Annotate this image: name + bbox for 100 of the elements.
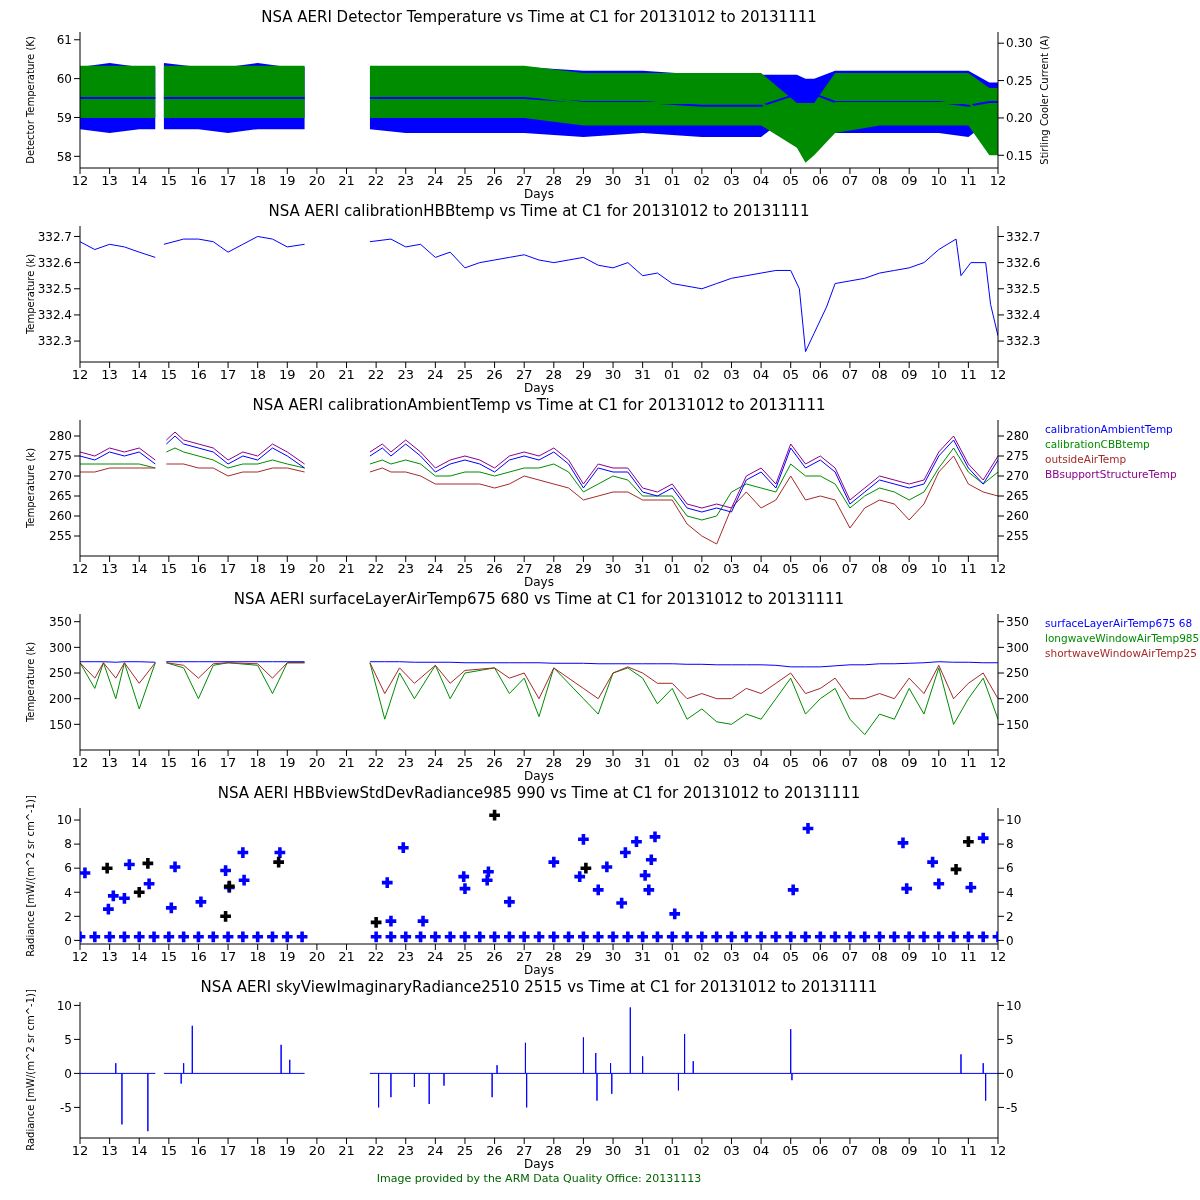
x-tick-label: 23 bbox=[397, 367, 415, 383]
x-tick-label: 22 bbox=[367, 561, 385, 577]
x-tick-label: 30 bbox=[604, 949, 622, 965]
x-tick-label: 13 bbox=[101, 367, 118, 383]
x-tick-label: 31 bbox=[634, 561, 651, 577]
x-tick-label: 07 bbox=[841, 1143, 859, 1159]
x-tick-label: 09 bbox=[900, 173, 918, 189]
x-axis-title: Days bbox=[523, 381, 555, 395]
x-tick-label: 08 bbox=[871, 755, 888, 771]
x-tick-label: 02 bbox=[693, 173, 711, 189]
text: outsideAirTemp bbox=[1045, 452, 1128, 467]
x-tick-label: 03 bbox=[723, 949, 740, 965]
x-tick-label: 26 bbox=[486, 1143, 503, 1159]
y-tick-label: 8 bbox=[64, 837, 72, 852]
x-tick-label: 07 bbox=[841, 561, 859, 577]
x-tick-label: 27 bbox=[515, 1143, 533, 1159]
x-tick-label: 10 bbox=[930, 949, 948, 965]
text: shortwaveWindowAirTemp25 bbox=[1045, 646, 1198, 661]
y2-tick-label: 5 bbox=[1006, 1032, 1014, 1047]
text: calibrationCBBtemp bbox=[1045, 437, 1151, 452]
y2-tick-label: 0 bbox=[1006, 1066, 1014, 1081]
x-tick-label: 30 bbox=[604, 755, 622, 771]
x-tick-label: 10 bbox=[930, 1143, 948, 1159]
x-tick-label: 20 bbox=[308, 755, 326, 771]
x-tick-label: 08 bbox=[871, 173, 888, 189]
y2-tick-label: 200 bbox=[1006, 691, 1029, 706]
y2-tick-label: 10 bbox=[1006, 813, 1022, 828]
x-tick-label: 25 bbox=[456, 367, 474, 383]
y2-tick-label: 332.6 bbox=[1006, 255, 1041, 270]
x-tick-label: 01 bbox=[663, 561, 681, 577]
x-tick-label: 05 bbox=[782, 1143, 799, 1159]
y2-tick-label: 0 bbox=[1006, 933, 1014, 948]
y2-tick-label: 0.25 bbox=[1006, 73, 1033, 88]
x-tick-label: 08 bbox=[871, 1143, 888, 1159]
x-tick-label: 03 bbox=[723, 173, 740, 189]
x-tick-label: 12 bbox=[71, 755, 89, 771]
x-axis-title: Days bbox=[523, 1157, 555, 1171]
x-tick-label: 20 bbox=[308, 561, 326, 577]
y2-tick-label: 0.30 bbox=[1006, 36, 1033, 51]
y-tick-label: 275 bbox=[49, 449, 72, 464]
y-tick-label: 0 bbox=[64, 1066, 72, 1081]
y2-tick-label: 10 bbox=[1006, 998, 1022, 1013]
x-tick-label: 11 bbox=[960, 367, 977, 383]
x-tick-label: 09 bbox=[900, 755, 918, 771]
x-tick-label: 08 bbox=[871, 949, 888, 965]
x-tick-label: 27 bbox=[515, 561, 533, 577]
x-tick-label: 14 bbox=[130, 1143, 148, 1159]
y-tick-label: 270 bbox=[49, 469, 72, 484]
x-tick-label: 22 bbox=[367, 367, 385, 383]
x-tick-label: 24 bbox=[427, 367, 444, 383]
x-tick-label: 12 bbox=[71, 561, 89, 577]
x-tick-label: 28 bbox=[545, 367, 563, 383]
x-tick-label: 24 bbox=[427, 949, 444, 965]
x-tick-label: 15 bbox=[160, 367, 178, 383]
y2-tick-label: 4 bbox=[1006, 885, 1014, 900]
x-tick-label: 23 bbox=[397, 1143, 415, 1159]
x-tick-label: 18 bbox=[249, 367, 266, 383]
x-tick-label: 21 bbox=[338, 367, 355, 383]
x-tick-label: 04 bbox=[752, 1143, 770, 1159]
x-tick-label: 20 bbox=[308, 173, 326, 189]
text: longwaveWindowAirTemp985 bbox=[1045, 631, 1200, 646]
x-tick-label: 18 bbox=[249, 755, 266, 771]
x-tick-label: 04 bbox=[752, 173, 770, 189]
x-tick-label: 10 bbox=[930, 755, 948, 771]
x-tick-label: 14 bbox=[130, 367, 148, 383]
y-tick-label: 6 bbox=[64, 861, 72, 876]
y2-tick-label: 150 bbox=[1006, 717, 1029, 732]
x-tick-label: 14 bbox=[130, 949, 148, 965]
x-tick-label: 29 bbox=[575, 949, 592, 965]
x-tick-label: 17 bbox=[219, 367, 237, 383]
x-tick-label: 23 bbox=[397, 561, 415, 577]
x-tick-label: 19 bbox=[279, 949, 296, 965]
x-tick-label: 12 bbox=[71, 173, 89, 189]
x-tick-label: 15 bbox=[160, 1143, 178, 1159]
x-tick-label: 27 bbox=[515, 173, 533, 189]
x-tick-label: 24 bbox=[427, 755, 444, 771]
x-tick-label: 25 bbox=[456, 755, 474, 771]
x-tick-label: 11 bbox=[960, 561, 977, 577]
text: surfaceLayerAirTemp675 68 bbox=[1045, 616, 1194, 631]
y-tick-label: 265 bbox=[49, 489, 72, 504]
x-tick-label: 31 bbox=[634, 755, 651, 771]
y-tick-label: 350 bbox=[49, 614, 72, 629]
x-tick-label: 01 bbox=[663, 367, 681, 383]
y-axis-title: Temperature (k) bbox=[24, 253, 36, 335]
y2-tick-label: 275 bbox=[1006, 449, 1029, 464]
y-axis-title: Temperature (k) bbox=[24, 641, 36, 723]
x-tick-label: 02 bbox=[693, 949, 711, 965]
y-tick-label: 332.6 bbox=[37, 255, 72, 270]
text: BBsupportStructureTemp bbox=[1045, 467, 1177, 482]
x-tick-label: 04 bbox=[752, 755, 770, 771]
x-tick-label: 30 bbox=[604, 561, 622, 577]
x-tick-label: 28 bbox=[545, 755, 563, 771]
x-tick-label: 11 bbox=[960, 755, 977, 771]
y-tick-label: 5 bbox=[64, 1032, 72, 1047]
x-tick-label: 27 bbox=[515, 755, 533, 771]
y-axis-title: Detector Temperature (K) bbox=[24, 36, 36, 164]
x-tick-label: 11 bbox=[960, 1143, 977, 1159]
y-tick-label: 250 bbox=[49, 666, 72, 681]
y-axis-title: Radiance [mW/(m^2 sr cm^-1)] bbox=[24, 795, 36, 957]
x-tick-label: 16 bbox=[190, 367, 207, 383]
